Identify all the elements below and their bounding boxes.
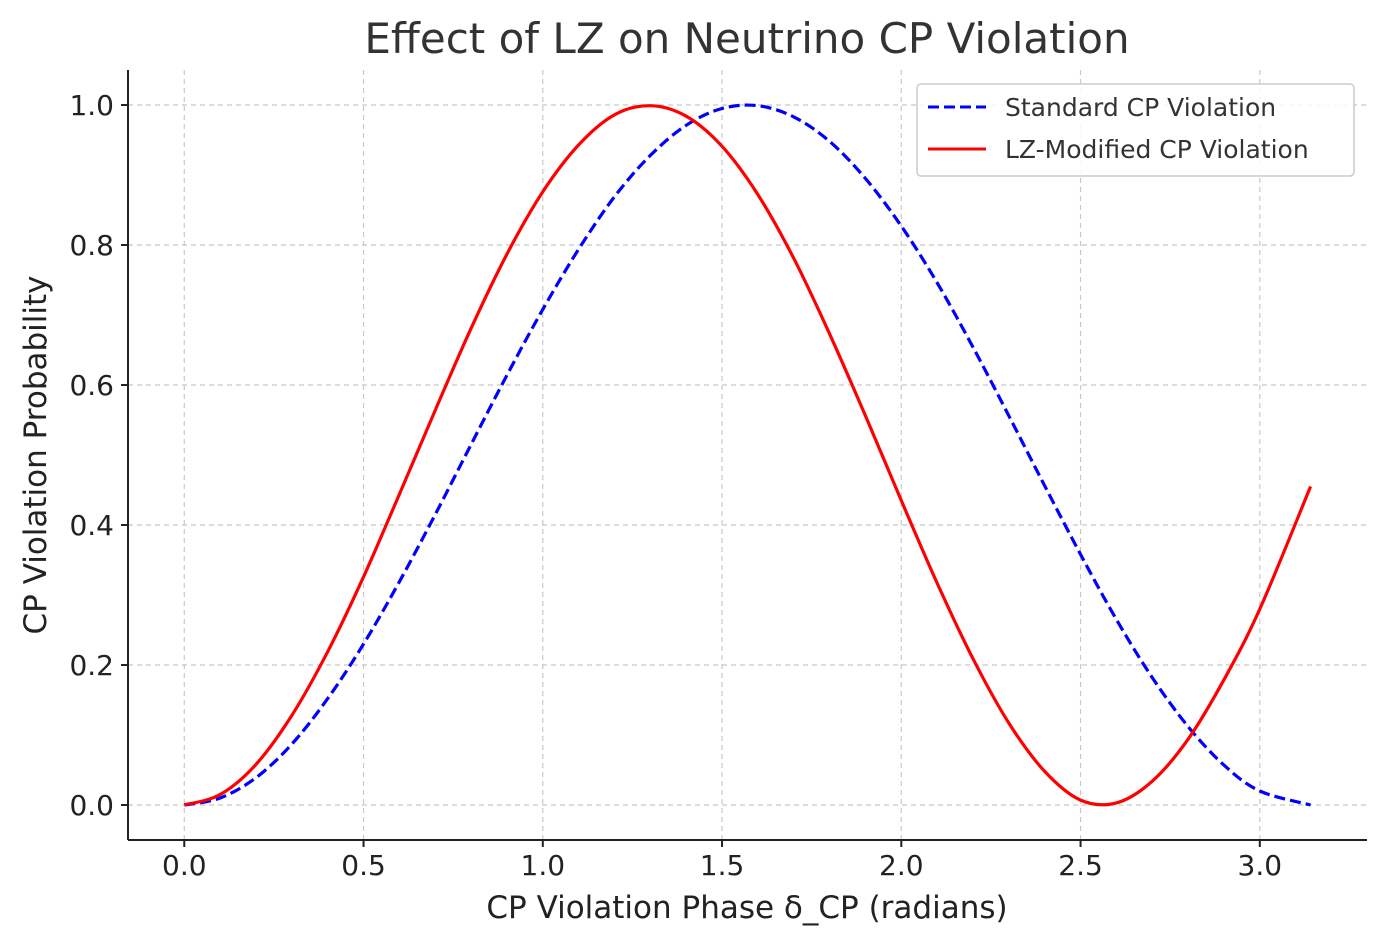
x-tick-label: 0.0 xyxy=(162,849,207,882)
legend-label-lz-modified: LZ-Modified CP Violation xyxy=(1005,135,1309,164)
grid xyxy=(128,70,1367,840)
series-line-standard xyxy=(183,103,1311,807)
y-tick-label: 0.6 xyxy=(69,369,114,402)
y-tick-label: 1.0 xyxy=(69,89,114,122)
y-axis-ticks: 0.0 0.2 0.4 0.6 0.8 1.0 xyxy=(69,89,128,822)
x-tick-label: 1.0 xyxy=(521,849,566,882)
axes xyxy=(127,70,1367,841)
legend-box xyxy=(916,83,1355,177)
legend: Standard CP Violation LZ-Modified CP Vio… xyxy=(916,83,1355,177)
y-axis-label: CP Violation Probability xyxy=(18,275,54,634)
y-tick-label: 0.2 xyxy=(69,649,114,682)
x-axis-ticks: 0.0 0.5 1.0 1.5 2.0 2.5 3.0 xyxy=(162,840,1282,882)
chart-title: Effect of LZ on Neutrino CP Violation xyxy=(364,14,1129,63)
y-tick-label: 0.8 xyxy=(69,229,114,262)
x-tick-label: 2.5 xyxy=(1058,849,1103,882)
x-axis-label: CP Violation Phase δ_CP (radians) xyxy=(486,890,1007,926)
x-tick-label: 2.0 xyxy=(879,849,924,882)
legend-label-standard: Standard CP Violation xyxy=(1005,93,1276,122)
y-tick-label: 0.0 xyxy=(69,789,114,822)
x-tick-label: 1.5 xyxy=(700,849,745,882)
x-tick-label: 0.5 xyxy=(341,849,386,882)
x-tick-label: 3.0 xyxy=(1238,849,1283,882)
series-line-lz-modified xyxy=(183,104,1313,807)
plot-series xyxy=(183,103,1313,807)
y-tick-label: 0.4 xyxy=(69,509,114,542)
